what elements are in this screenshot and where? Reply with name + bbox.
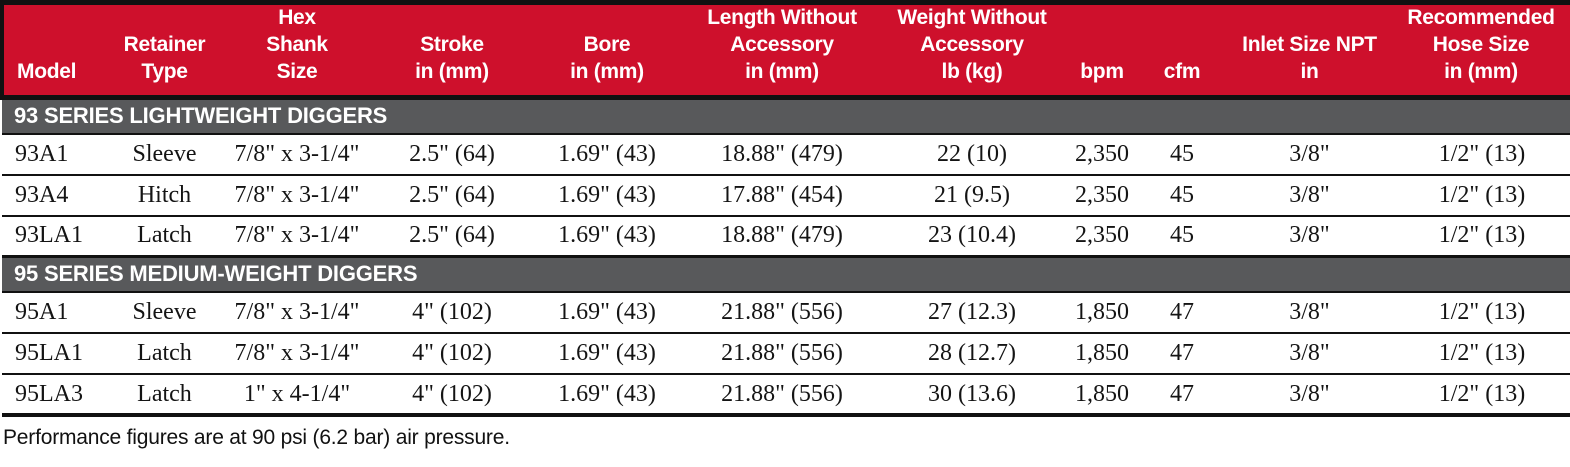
cell-model: 95LA3 (2, 374, 112, 418)
cell-recommended-hose-size: 1/2" (13) (1392, 292, 1570, 335)
cell-bore: 1.69" (43) (527, 292, 687, 335)
column-header-inlet-size-npt: Inlet Size NPT in (1227, 0, 1392, 100)
cell-weight-without-accessory: 27 (12.3) (877, 292, 1067, 335)
table-row-93a1: 93A1 Sleeve 7/8" x 3-1/4" 2.5" (64) 1.69… (2, 133, 1570, 176)
cell-inlet-size-npt: 3/8" (1227, 374, 1392, 418)
table-header: Model Retainer Type Hex Shank Size Strok… (0, 0, 1570, 100)
cell-bore: 1.69" (43) (527, 133, 687, 176)
cell-cfm: 45 (1137, 133, 1227, 176)
cell-stroke: 2.5" (64) (377, 133, 527, 176)
cell-bpm: 1,850 (1067, 333, 1137, 376)
cell-recommended-hose-size: 1/2" (13) (1392, 374, 1570, 418)
cell-hex-shank-size: 1" x 4-1/4" (217, 374, 377, 418)
spec-sheet-page: Model Retainer Type Hex Shank Size Strok… (0, 0, 1570, 450)
column-header-weight-without-accessory: Weight Without Accessory lb (kg) (877, 0, 1067, 100)
cell-weight-without-accessory: 28 (12.7) (877, 333, 1067, 376)
diggers-spec-table: Model Retainer Type Hex Shank Size Strok… (0, 0, 1570, 418)
cell-bore: 1.69" (43) (527, 374, 687, 418)
cell-cfm: 47 (1137, 333, 1227, 376)
column-header-recommended-hose-size: Recommended Hose Size in (mm) (1392, 0, 1570, 100)
section-title: 95 SERIES MEDIUM-WEIGHT DIGGERS (2, 255, 1570, 294)
table-row-93a4: 93A4 Hitch 7/8" x 3-1/4" 2.5" (64) 1.69"… (2, 174, 1570, 217)
cell-model: 95LA1 (2, 333, 112, 376)
column-header-length-without-accessory: Length Without Accessory in (mm) (687, 0, 877, 100)
cell-cfm: 45 (1137, 174, 1227, 217)
cell-stroke: 4" (102) (377, 333, 527, 376)
cell-stroke: 2.5" (64) (377, 174, 527, 217)
cell-hex-shank-size: 7/8" x 3-1/4" (217, 292, 377, 335)
cell-length-without-accessory: 17.88" (454) (687, 174, 877, 217)
cell-inlet-size-npt: 3/8" (1227, 333, 1392, 376)
section-95-series: 95 SERIES MEDIUM-WEIGHT DIGGERS 95A1 Sle… (2, 255, 1570, 418)
cell-bore: 1.69" (43) (527, 174, 687, 217)
cell-weight-without-accessory: 23 (10.4) (877, 215, 1067, 258)
cell-model: 93A4 (2, 174, 112, 217)
table-row-95a1: 95A1 Sleeve 7/8" x 3-1/4" 4" (102) 1.69"… (2, 292, 1570, 335)
column-header-model: Model (0, 0, 112, 100)
cell-stroke: 4" (102) (377, 374, 527, 418)
table-row-93la1: 93LA1 Latch 7/8" x 3-1/4" 2.5" (64) 1.69… (2, 215, 1570, 258)
cell-inlet-size-npt: 3/8" (1227, 174, 1392, 217)
cell-hex-shank-size: 7/8" x 3-1/4" (217, 333, 377, 376)
cell-bpm: 1,850 (1067, 292, 1137, 335)
cell-hex-shank-size: 7/8" x 3-1/4" (217, 215, 377, 258)
column-header-cfm: cfm (1137, 0, 1227, 100)
cell-length-without-accessory: 21.88" (556) (687, 374, 877, 418)
cell-cfm: 47 (1137, 374, 1227, 418)
cell-bpm: 1,850 (1067, 374, 1137, 418)
cell-length-without-accessory: 18.88" (479) (687, 215, 877, 258)
column-header-bore: Bore in (mm) (527, 0, 687, 100)
cell-weight-without-accessory: 21 (9.5) (877, 174, 1067, 217)
cell-model: 93A1 (2, 133, 112, 176)
column-header-bpm: bpm (1067, 0, 1137, 100)
cell-cfm: 45 (1137, 215, 1227, 258)
section-93-series: 93 SERIES LIGHTWEIGHT DIGGERS 93A1 Sleev… (2, 95, 1570, 258)
cell-hex-shank-size: 7/8" x 3-1/4" (217, 133, 377, 176)
cell-bore: 1.69" (43) (527, 215, 687, 258)
column-header-hex-shank-size: Hex Shank Size (217, 0, 377, 100)
cell-stroke: 2.5" (64) (377, 215, 527, 258)
cell-recommended-hose-size: 1/2" (13) (1392, 333, 1570, 376)
cell-bore: 1.69" (43) (527, 333, 687, 376)
cell-weight-without-accessory: 22 (10) (877, 133, 1067, 176)
cell-retainer-type: Sleeve (112, 292, 217, 335)
table-header-row: Model Retainer Type Hex Shank Size Strok… (0, 0, 1570, 100)
section-title: 93 SERIES LIGHTWEIGHT DIGGERS (2, 95, 1570, 135)
cell-bpm: 2,350 (1067, 174, 1137, 217)
cell-recommended-hose-size: 1/2" (13) (1392, 133, 1570, 176)
cell-hex-shank-size: 7/8" x 3-1/4" (217, 174, 377, 217)
column-header-retainer-type: Retainer Type (112, 0, 217, 100)
cell-retainer-type: Latch (112, 374, 217, 418)
cell-cfm: 47 (1137, 292, 1227, 335)
cell-inlet-size-npt: 3/8" (1227, 292, 1392, 335)
cell-weight-without-accessory: 30 (13.6) (877, 374, 1067, 418)
section-header-95-series: 95 SERIES MEDIUM-WEIGHT DIGGERS (2, 255, 1570, 294)
cell-length-without-accessory: 21.88" (556) (687, 333, 877, 376)
performance-footnote: Performance figures are at 90 psi (6.2 b… (3, 426, 510, 450)
cell-retainer-type: Sleeve (112, 133, 217, 176)
table-row-95la1: 95LA1 Latch 7/8" x 3-1/4" 4" (102) 1.69"… (2, 333, 1570, 376)
cell-retainer-type: Latch (112, 333, 217, 376)
cell-inlet-size-npt: 3/8" (1227, 133, 1392, 176)
cell-stroke: 4" (102) (377, 292, 527, 335)
section-header-93-series: 93 SERIES LIGHTWEIGHT DIGGERS (2, 95, 1570, 135)
cell-retainer-type: Latch (112, 215, 217, 258)
cell-recommended-hose-size: 1/2" (13) (1392, 174, 1570, 217)
cell-inlet-size-npt: 3/8" (1227, 215, 1392, 258)
column-header-stroke: Stroke in (mm) (377, 0, 527, 100)
cell-bpm: 2,350 (1067, 133, 1137, 176)
cell-model: 95A1 (2, 292, 112, 335)
cell-bpm: 2,350 (1067, 215, 1137, 258)
cell-retainer-type: Hitch (112, 174, 217, 217)
table-row-95la3: 95LA3 Latch 1" x 4-1/4" 4" (102) 1.69" (… (2, 374, 1570, 418)
cell-recommended-hose-size: 1/2" (13) (1392, 215, 1570, 258)
cell-length-without-accessory: 21.88" (556) (687, 292, 877, 335)
cell-model: 93LA1 (2, 215, 112, 258)
cell-length-without-accessory: 18.88" (479) (687, 133, 877, 176)
